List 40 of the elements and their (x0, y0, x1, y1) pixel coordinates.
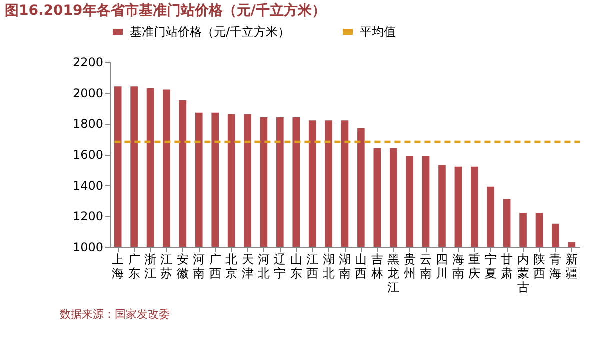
x-tick-label: 甘肃 (501, 252, 514, 280)
y-tick-label: 1200 (72, 210, 104, 224)
y-tick-label: 1800 (72, 117, 104, 132)
x-tick-label: 四川 (436, 252, 448, 280)
x-tick-label: 江西 (306, 252, 319, 280)
x-tick-label: 浙江 (144, 252, 157, 280)
x-tick-label: 河北 (258, 252, 270, 280)
y-tick-label: 2200 (72, 56, 104, 70)
x-tick-label: 广东 (128, 252, 140, 280)
y-tick-label: 1400 (72, 178, 104, 193)
chart-title: 图16.2019年各省市基准门站价格（元/千立方米） (5, 2, 326, 19)
x-tick-label: 江苏 (160, 252, 173, 280)
legend-label: 基准门站价格（元/千立方米） (130, 25, 290, 39)
x-tick-label: 陕西 (533, 252, 546, 280)
x-tick-label: 海南 (452, 252, 464, 280)
x-tick-label: 湖北 (322, 252, 335, 280)
x-tick-label: 新疆 (566, 252, 578, 280)
source-note: 数据来源：国家发改委 (60, 308, 170, 321)
x-tick-label: 云南 (420, 252, 432, 280)
y-tick-label: 1600 (72, 148, 104, 162)
x-tick-label: 青海 (550, 252, 562, 280)
legend-label: 平均值 (360, 25, 396, 39)
x-tick-label: 辽宁 (274, 252, 286, 280)
x-tick-label: 吉林 (370, 252, 384, 280)
x-tick-label: 上海 (112, 252, 124, 280)
y-tick-label: 2000 (72, 86, 104, 100)
x-tick-label: 广西 (209, 252, 222, 280)
x-tick-label: 北京 (226, 252, 238, 280)
x-tick-label: 河南 (193, 252, 206, 280)
x-tick-label: 山东 (290, 252, 302, 280)
x-tick-label: 安徽 (176, 252, 189, 280)
x-tick-label: 宁夏 (484, 252, 497, 280)
x-tick-label: 天津 (242, 252, 254, 280)
y-tick-label: 1000 (72, 240, 104, 254)
x-tick-label: 湖南 (339, 252, 351, 280)
x-tick-label: 内蒙古 (517, 252, 530, 294)
x-tick-label: 黑龙江 (388, 252, 400, 294)
x-tick-label: 山西 (355, 252, 368, 280)
x-tick-label: 重庆 (468, 252, 481, 280)
x-tick-label: 贵州 (404, 252, 416, 280)
